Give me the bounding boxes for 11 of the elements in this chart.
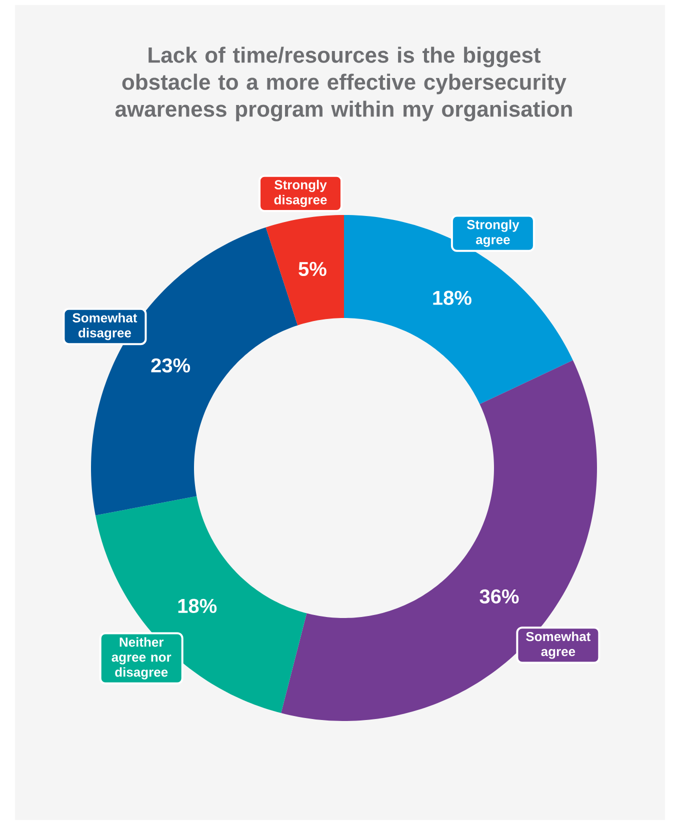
slice-label: Strongly disagree (274, 180, 327, 208)
data-label: 36% (480, 589, 519, 604)
slice-label: Neither agree nor disagree (112, 637, 172, 680)
data-label: 18% (433, 290, 472, 305)
chart-title: Lack of time/resources is the biggest obstacle to a more effective cybersecurity awareness program within my organisation (115, 46, 572, 122)
slice-label: Strongly agree (466, 220, 520, 247)
data-label: 23% (151, 358, 190, 373)
slice-label: Somewhat agree (526, 632, 591, 659)
data-label: 18% (178, 598, 217, 613)
data-label: 5% (298, 262, 326, 276)
slice-label: Somewhat disagree (72, 312, 138, 340)
